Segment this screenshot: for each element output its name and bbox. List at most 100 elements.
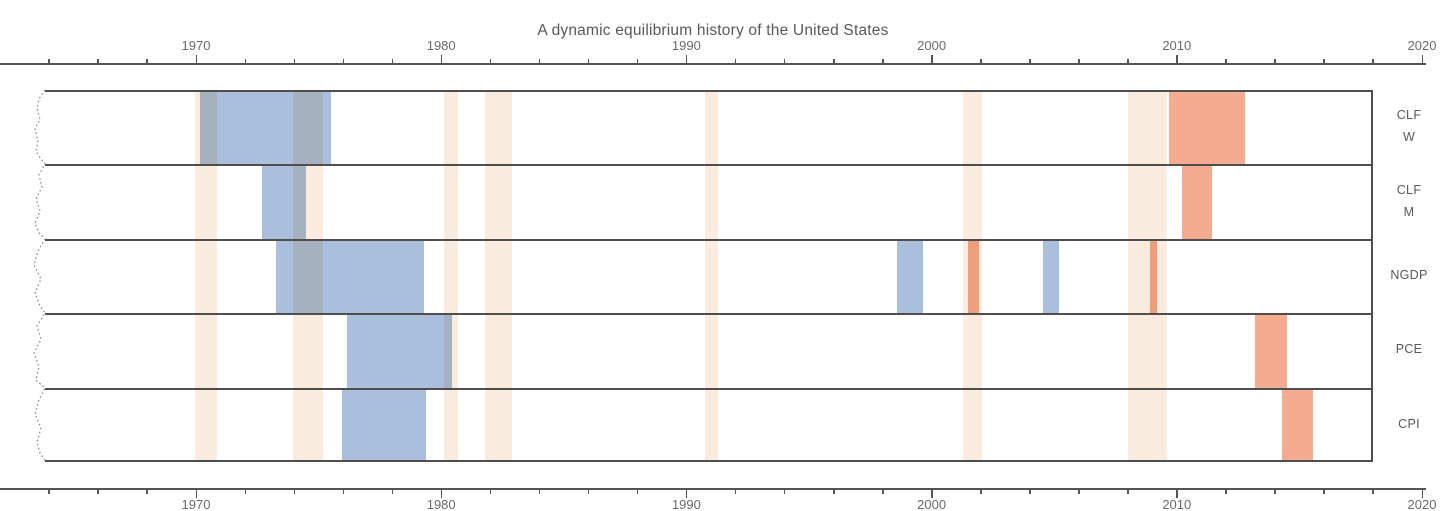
blue-episode-bar — [341, 387, 427, 462]
row-divider — [45, 164, 1373, 166]
plot-right-border — [1371, 90, 1373, 462]
axis-tick — [146, 489, 148, 494]
axis-tick — [1127, 58, 1129, 63]
axis-tick — [293, 58, 296, 63]
axis-major-tick — [1176, 489, 1178, 498]
axis-tick-label: 1970 — [181, 38, 211, 53]
row-label-clf-m: CLF M — [1378, 164, 1440, 238]
axis-tick-label: 1970 — [181, 497, 211, 511]
orange-episode-bar — [1255, 313, 1288, 388]
row-label-clf-w: CLF W — [1378, 90, 1440, 164]
axis-tick — [538, 489, 541, 494]
axis-tick — [783, 58, 786, 63]
orange-episode-bar — [1169, 90, 1246, 165]
axis-tick-label: 2020 — [1407, 497, 1437, 511]
recession-band — [704, 90, 719, 462]
axis-tick-label: 2020 — [1407, 38, 1437, 53]
plot-area — [45, 90, 1373, 462]
axis-tick — [244, 58, 247, 63]
axis-tick — [833, 58, 835, 63]
row-divider — [45, 388, 1373, 390]
axis-tick — [244, 489, 247, 494]
row-label-line: CLF — [1396, 182, 1422, 197]
orange-episode-bar — [1149, 238, 1158, 314]
recession-band — [443, 90, 459, 462]
axis-tick-label: 2000 — [917, 497, 947, 511]
axis-tick — [1127, 489, 1129, 494]
row-divider — [45, 239, 1373, 241]
bottom-axis-line — [0, 488, 1426, 490]
recession-band — [194, 90, 217, 462]
recession-band — [1127, 90, 1167, 462]
axis-major-tick — [931, 489, 933, 498]
axis-tick — [146, 58, 148, 63]
axis-major-tick — [440, 55, 443, 63]
row-label-ngdp: NGDP — [1378, 239, 1440, 313]
axis-major-tick — [1421, 55, 1423, 63]
axis-tick — [587, 489, 590, 494]
axis-major-tick — [1421, 489, 1423, 498]
axis-tick — [1323, 489, 1325, 494]
blue-episode-bar — [897, 238, 923, 314]
axis-major-tick — [1176, 55, 1178, 63]
axis-tick — [1225, 489, 1227, 494]
axis-major-tick — [195, 55, 197, 63]
orange-episode-bar — [968, 238, 980, 314]
axis-tick — [980, 58, 982, 63]
axis-major-tick — [931, 55, 933, 63]
axis-tick — [97, 58, 99, 63]
axis-tick — [636, 58, 639, 63]
axis-major-tick — [685, 489, 688, 498]
axis-tick — [293, 489, 296, 494]
row-label-line: CPI — [1398, 416, 1420, 431]
blue-episode-bar — [1043, 238, 1060, 314]
axis-tick — [980, 489, 982, 494]
axis-tick — [734, 58, 737, 63]
axis-tick — [734, 489, 737, 494]
blue-episode-bar — [199, 90, 331, 165]
row-label-cpi: CPI — [1378, 388, 1440, 462]
axis-major-tick — [195, 489, 197, 498]
axis-tick — [1029, 58, 1031, 63]
axis-tick — [1078, 489, 1080, 494]
axis-major-tick — [440, 489, 443, 498]
orange-episode-bar — [1181, 164, 1213, 239]
row-label-column: CLF W CLF M NGDP PCE CPI — [1378, 90, 1440, 462]
plot-bottom-border — [45, 460, 1373, 462]
axis-tick-label: 2000 — [917, 38, 947, 53]
row-label-line: CLF — [1396, 108, 1422, 123]
axis-tick-label: 1980 — [426, 497, 456, 511]
axis-tick — [1078, 58, 1080, 63]
blue-episode-bar — [346, 313, 453, 388]
row-label-line: NGDP — [1390, 268, 1428, 283]
axis-tick — [1274, 489, 1276, 494]
axis-tick — [1274, 58, 1276, 63]
row-divider — [45, 313, 1373, 315]
axis-tick — [48, 489, 50, 494]
axis-tick — [1029, 489, 1031, 494]
orange-episode-bar — [1282, 387, 1313, 462]
row-label-line: M — [1403, 204, 1415, 219]
axis-tick-label: 1990 — [671, 497, 701, 511]
axis-tick — [1372, 489, 1374, 494]
row-label-line: W — [1402, 130, 1416, 145]
axis-major-tick — [685, 55, 688, 63]
recession-band — [485, 90, 513, 462]
axis-tick — [1225, 58, 1227, 63]
row-label-line: PCE — [1395, 342, 1423, 357]
chart-title: A dynamic equilibrium history of the Uni… — [537, 22, 889, 39]
axis-tick — [342, 58, 345, 63]
axis-tick — [1372, 58, 1374, 63]
top-axis-line — [0, 63, 1426, 65]
axis-tick — [97, 489, 99, 494]
axis-tick — [342, 489, 345, 494]
axis-tick — [882, 489, 884, 494]
blue-episode-bar — [262, 164, 307, 239]
axis-tick — [783, 489, 786, 494]
axis-tick — [1323, 58, 1325, 63]
axis-tick — [489, 489, 492, 494]
axis-tick-label: 1980 — [426, 38, 456, 53]
axis-tick — [833, 489, 835, 494]
blue-episode-bar — [275, 238, 425, 314]
